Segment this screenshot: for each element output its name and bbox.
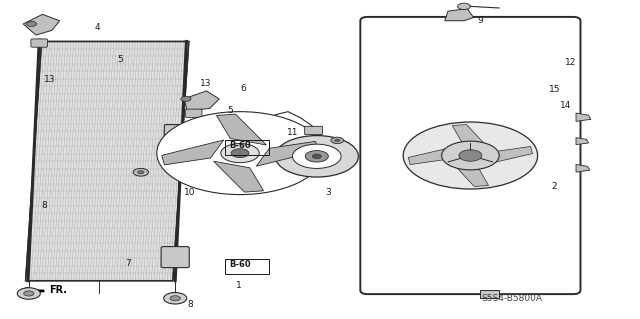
Text: 7: 7 xyxy=(125,259,131,268)
Circle shape xyxy=(164,293,187,304)
Text: 13: 13 xyxy=(200,79,212,88)
Text: 8: 8 xyxy=(188,300,193,309)
Polygon shape xyxy=(483,146,532,165)
Text: 8: 8 xyxy=(42,201,47,210)
Polygon shape xyxy=(26,41,189,281)
Text: 13: 13 xyxy=(44,75,55,84)
Polygon shape xyxy=(256,141,318,166)
Circle shape xyxy=(442,141,499,170)
Circle shape xyxy=(138,171,144,174)
Polygon shape xyxy=(408,146,458,165)
Circle shape xyxy=(312,154,321,159)
Text: 4: 4 xyxy=(94,23,100,32)
Text: 5: 5 xyxy=(227,106,233,115)
Text: B-60: B-60 xyxy=(229,260,251,269)
Circle shape xyxy=(403,122,538,189)
Polygon shape xyxy=(576,165,590,172)
Text: 6: 6 xyxy=(240,84,246,93)
Text: 2: 2 xyxy=(552,182,557,191)
Circle shape xyxy=(157,112,323,195)
Text: 3: 3 xyxy=(325,189,331,197)
Circle shape xyxy=(275,136,358,177)
FancyBboxPatch shape xyxy=(161,247,189,268)
Polygon shape xyxy=(480,290,499,298)
Polygon shape xyxy=(162,140,224,165)
Text: 9: 9 xyxy=(477,16,483,25)
Circle shape xyxy=(33,39,45,45)
FancyBboxPatch shape xyxy=(31,39,47,47)
Polygon shape xyxy=(452,124,490,150)
Text: FR.: FR. xyxy=(49,285,67,295)
Circle shape xyxy=(17,288,40,299)
Polygon shape xyxy=(214,161,264,192)
Circle shape xyxy=(221,144,259,163)
Circle shape xyxy=(292,144,341,168)
Circle shape xyxy=(24,291,34,296)
Circle shape xyxy=(459,150,482,161)
Text: B-60: B-60 xyxy=(229,141,251,150)
Text: 12: 12 xyxy=(564,58,576,67)
Text: S5S4-B5800A: S5S4-B5800A xyxy=(481,294,543,303)
Polygon shape xyxy=(184,91,219,111)
Text: 15: 15 xyxy=(549,85,561,94)
Circle shape xyxy=(331,137,344,144)
Polygon shape xyxy=(216,114,266,145)
Text: 1: 1 xyxy=(236,281,241,290)
Text: 11: 11 xyxy=(287,128,299,137)
Text: 14: 14 xyxy=(560,101,572,110)
Polygon shape xyxy=(451,161,488,187)
Circle shape xyxy=(458,3,470,10)
Circle shape xyxy=(305,151,328,162)
Polygon shape xyxy=(23,14,60,35)
Circle shape xyxy=(133,168,148,176)
Text: 10: 10 xyxy=(184,189,195,197)
Circle shape xyxy=(181,96,191,101)
Polygon shape xyxy=(445,9,474,21)
Circle shape xyxy=(335,139,340,142)
Polygon shape xyxy=(576,113,591,121)
Text: 5: 5 xyxy=(117,55,123,63)
Polygon shape xyxy=(576,137,589,145)
Circle shape xyxy=(231,149,249,158)
FancyBboxPatch shape xyxy=(164,125,193,145)
Circle shape xyxy=(26,21,36,26)
Circle shape xyxy=(170,296,180,301)
FancyBboxPatch shape xyxy=(305,126,323,135)
FancyBboxPatch shape xyxy=(186,109,202,117)
